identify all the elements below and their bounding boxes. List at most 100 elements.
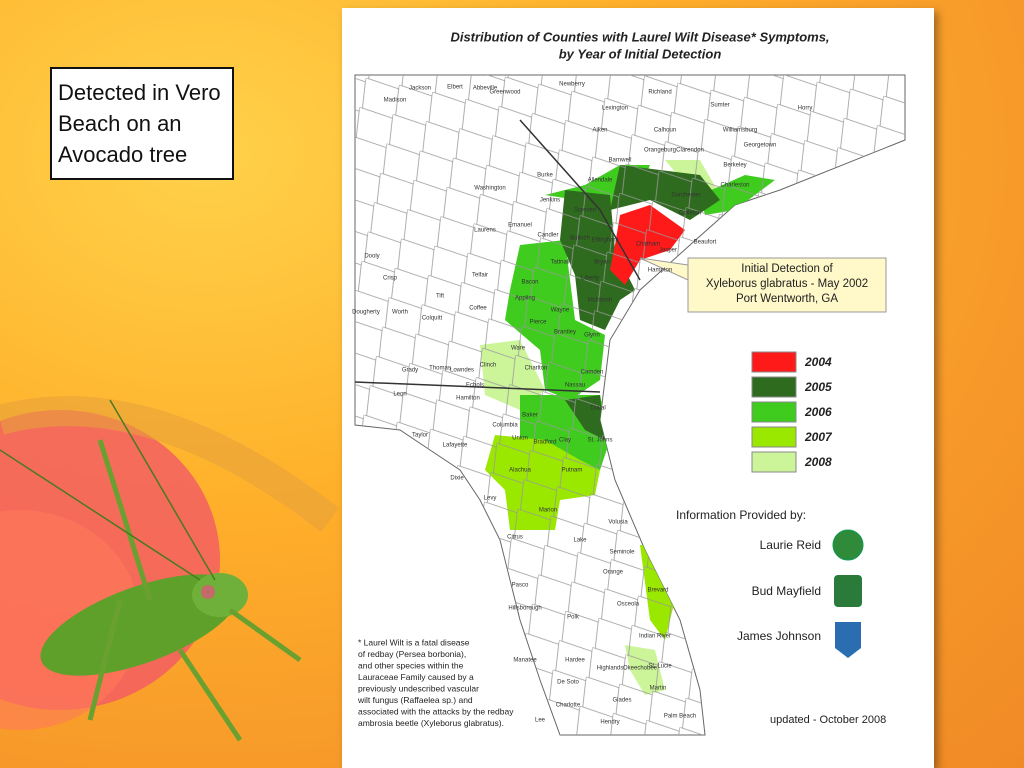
county-label: Coffee: [469, 306, 487, 312]
county-label: Lee: [535, 718, 546, 724]
county-label: Orangeburg: [644, 148, 676, 154]
map-title: Distribution of Counties with Laurel Wil…: [450, 29, 829, 44]
footnote: ambrosia beetle (Xyleborus glabratus).: [358, 718, 504, 728]
logo: [835, 622, 861, 658]
state-border: [355, 381, 601, 393]
county-label: Palm Beach: [664, 714, 696, 720]
county-label: Lowndes: [450, 368, 474, 374]
county-label: Sumter: [710, 103, 729, 109]
updated: updated - October 2008: [770, 714, 886, 726]
legend-swatch: [751, 426, 797, 448]
footnote: and other species within the: [358, 660, 464, 670]
county-label: Jasper: [659, 248, 677, 254]
county-label: Calhoun: [654, 128, 676, 134]
county-label: Bulloch: [570, 236, 590, 242]
county-label: Madison: [384, 98, 407, 104]
county-label: Alachua: [509, 468, 531, 474]
county-label: Tift: [436, 294, 444, 300]
county-label: Charleston: [720, 183, 749, 189]
county-label: Jackson: [409, 86, 431, 92]
county-label: Georgetown: [744, 143, 777, 149]
county-label: Allendale: [588, 178, 613, 184]
credit-name: James Johnson: [737, 629, 821, 643]
county-label: Marion: [539, 508, 557, 514]
legend-label: 2006: [804, 405, 832, 419]
county-label: Baker: [522, 413, 538, 419]
footnote: previously undescribed vascular: [358, 683, 479, 693]
county-label: Hardee: [565, 658, 585, 664]
county-label: Beaufort: [694, 240, 717, 246]
county-label: Glynn: [584, 333, 600, 339]
county-label: Wayne: [551, 308, 570, 314]
county-label: Taylor: [412, 433, 428, 439]
county-label: Dougherty: [352, 310, 380, 316]
county-label: St. Lucie: [648, 664, 672, 670]
county-label: Burke: [537, 173, 553, 179]
county-label: Screven: [574, 208, 596, 214]
footnote: wilt fungus (Raffaelea sp.) and: [357, 695, 473, 705]
county-label: Aiken: [592, 128, 607, 134]
county-label: Clarendon: [676, 148, 704, 154]
footnote: * Laurel Wilt is a fatal disease: [358, 637, 470, 647]
county-label: Jenkins: [540, 198, 560, 204]
county-label: Bradford: [533, 440, 556, 446]
county-label: Chatham: [636, 242, 660, 248]
credit-name: Bud Mayfield: [752, 584, 821, 598]
county-label: Camden: [581, 370, 604, 376]
county-label: Seminole: [609, 550, 635, 556]
legend-label: 2005: [804, 380, 832, 394]
county-label: Brevard: [647, 588, 668, 594]
county-label: Williamsburg: [723, 128, 757, 134]
county-label: Manatee: [513, 658, 537, 664]
county-label: Tattnall: [550, 260, 569, 266]
legend-swatch: [751, 376, 797, 398]
county-label: Highlands: [597, 666, 624, 672]
county-label: Charlton: [525, 366, 548, 372]
county-label: Ware: [511, 346, 526, 352]
county-label: Osceola: [617, 602, 640, 608]
county-label: Hamilton: [456, 396, 480, 402]
detection-pointer: [639, 257, 689, 281]
legend-swatch: [751, 401, 797, 423]
county-label: Orange: [603, 570, 624, 576]
county-label: Martin: [650, 686, 667, 692]
county-label: Crisp: [383, 276, 398, 282]
county-label: Glades: [612, 698, 631, 704]
callout-text: Detected in Vero Beach on an Avocado tre…: [58, 80, 221, 167]
credit-name: Laurie Reid: [760, 538, 821, 552]
logo: [834, 575, 862, 607]
county-label: Clinch: [480, 363, 497, 369]
county-label: St. Johns: [587, 438, 612, 444]
county-label: Washington: [474, 186, 505, 192]
logo: [832, 529, 864, 561]
county-label: Hampton: [648, 268, 672, 274]
county-label: Putnam: [562, 468, 583, 474]
detection-text: Initial Detection of: [741, 263, 833, 275]
county-label: Abbeville: [473, 86, 498, 92]
county-label: Polk: [567, 615, 580, 621]
county-label: Nassau: [565, 383, 585, 389]
credits-heading: Information Provided by:: [676, 508, 806, 522]
county-label: Lake: [573, 538, 587, 544]
county-label: Colleton: [679, 211, 701, 217]
detection-text: Port Wentworth, GA: [736, 293, 838, 305]
county-label: Newberry: [559, 82, 585, 88]
county-label: Emanuel: [508, 223, 532, 229]
county-label: Pierce: [529, 320, 547, 326]
legend-swatch: [751, 351, 797, 373]
callout-box: Detected in Vero Beach on an Avocado tre…: [50, 67, 234, 180]
county-label: Laurens: [474, 228, 496, 234]
county-label: Hillsborough: [508, 606, 541, 612]
state-border: [519, 119, 641, 281]
county-label: Brantley: [554, 330, 576, 336]
county-label: Elbert: [447, 85, 463, 91]
county-label: Okeechobee: [623, 666, 658, 672]
decoration: [0, 396, 340, 742]
county-label: Union: [512, 436, 528, 442]
county-label: Berkeley: [723, 163, 746, 169]
county-label: Echols: [466, 383, 484, 389]
county-label: Effingham: [592, 238, 619, 244]
county-label: Colquitt: [422, 316, 443, 322]
county-label: Dooly: [364, 254, 379, 260]
